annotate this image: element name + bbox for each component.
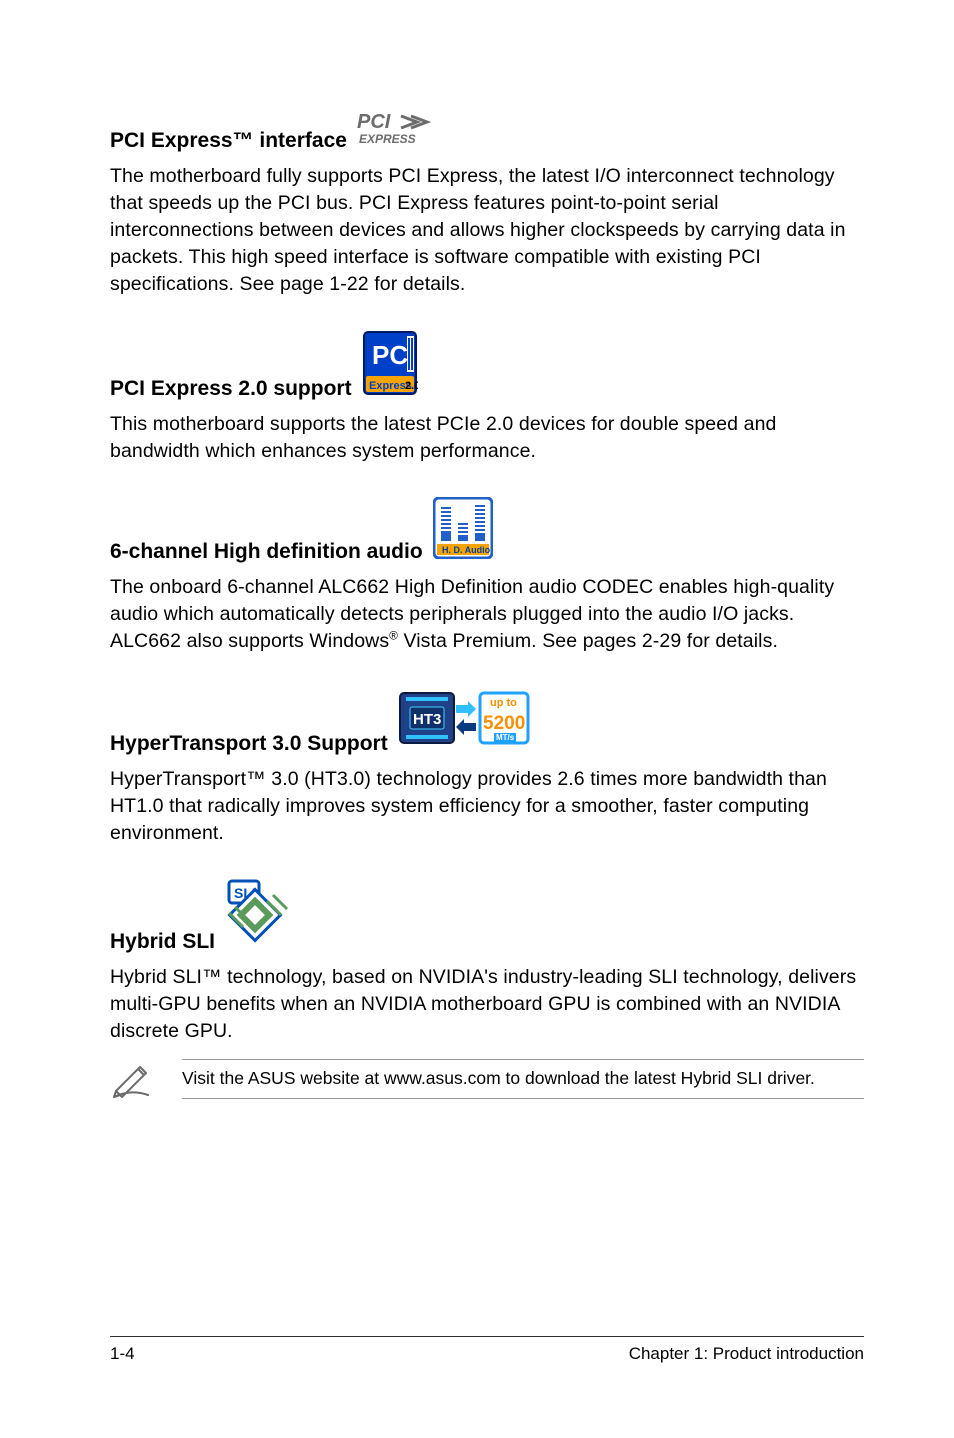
heading-hd-audio: 6-channel High definition audio	[110, 538, 423, 566]
body-pci-express-interface: The motherboard fully supports PCI Expre…	[110, 163, 864, 298]
body-hd-audio-post: Vista Premium. See pages 2-29 for detail…	[398, 630, 778, 652]
svg-text:PCI: PCI	[357, 111, 391, 133]
pciexpress-logo-icon: PCI EXPRESS	[357, 110, 455, 155]
svg-text:up to: up to	[490, 697, 517, 709]
body-ht3: HyperTransport™ 3.0 (HT3.0) technology p…	[110, 766, 864, 847]
svg-text:HT3: HT3	[413, 711, 441, 728]
section-hd-audio: 6-channel High definition audio	[110, 497, 864, 655]
body-hd-audio: The onboard 6-channel ALC662 High Defini…	[110, 574, 864, 655]
heading-pci-express-interface: PCI Express™ interface	[110, 127, 347, 155]
body-hybrid-sli: Hybrid SLI™ technology, based on NVIDIA'…	[110, 964, 864, 1045]
section-hybrid-sli: Hybrid SLI SLI Hybrid SLI™ technology, b…	[110, 879, 864, 1106]
body-pci-express-20: This motherboard supports the latest PCI…	[110, 411, 864, 465]
svg-text:2.0: 2.0	[405, 380, 418, 392]
heading-hybrid-sli: Hybrid SLI	[110, 928, 215, 956]
footer-page-number: 1-4	[110, 1343, 135, 1366]
note-text: Visit the ASUS website at www.asus.com t…	[182, 1059, 864, 1099]
heading-pci-express-20: PCI Express 2.0 support	[110, 375, 352, 403]
pcie20-badge-icon: PC Express 2.0	[362, 330, 418, 403]
svg-text:PC: PC	[372, 340, 408, 370]
heading-row: PCI Express™ interface PCI EXPRESS	[110, 110, 864, 155]
section-ht3: HyperTransport 3.0 Support HT3 up to 520…	[110, 687, 864, 847]
svg-text:H. D. Audio: H. D. Audio	[442, 545, 491, 555]
hdaudio-badge-icon: H. D. Audio	[433, 497, 493, 566]
ht3-badge-icon: HT3 up to 5200 MT/s	[398, 687, 530, 758]
heading-row: 6-channel High definition audio	[110, 497, 864, 566]
heading-row: HyperTransport 3.0 Support HT3 up to 520…	[110, 687, 864, 758]
page-footer: 1-4 Chapter 1: Product introduction	[110, 1336, 864, 1366]
section-pci-express-interface: PCI Express™ interface PCI EXPRESS The m…	[110, 110, 864, 298]
heading-ht3: HyperTransport 3.0 Support	[110, 730, 388, 758]
heading-row: Hybrid SLI SLI	[110, 879, 864, 956]
section-pci-express-20: PCI Express 2.0 support PC Express 2.0 T…	[110, 330, 864, 465]
sli-badge-icon: SLI	[225, 879, 291, 956]
pencil-note-icon	[110, 1059, 154, 1106]
svg-text:MT/s: MT/s	[496, 733, 515, 742]
note-row: Visit the ASUS website at www.asus.com t…	[110, 1059, 864, 1106]
registered-symbol: ®	[389, 630, 398, 643]
svg-text:EXPRESS: EXPRESS	[359, 132, 416, 146]
svg-text:5200: 5200	[483, 713, 525, 734]
footer-chapter: Chapter 1: Product introduction	[629, 1343, 864, 1366]
heading-row: PCI Express 2.0 support PC Express 2.0	[110, 330, 864, 403]
